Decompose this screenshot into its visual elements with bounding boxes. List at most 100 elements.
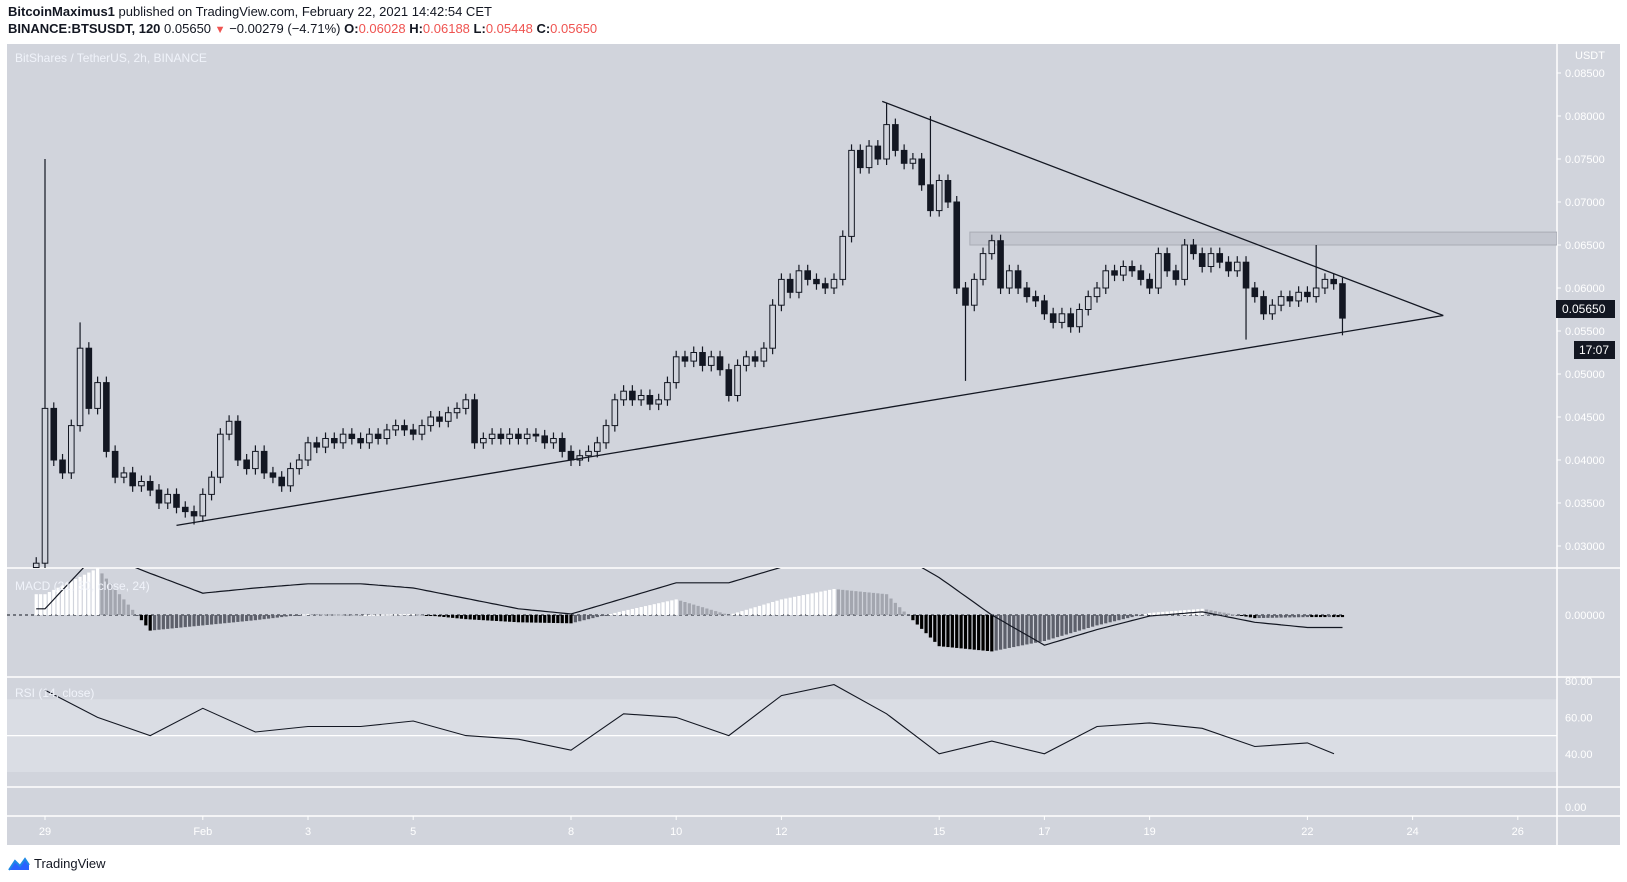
candle-body-down xyxy=(751,356,759,362)
macd-histogram-bar xyxy=(674,599,678,615)
macd-histogram-bar xyxy=(648,605,652,615)
candle-body-up xyxy=(760,347,768,362)
macd-histogram-bar xyxy=(906,615,911,616)
time-tick-label: 15 xyxy=(933,826,945,838)
candle xyxy=(1339,277,1346,336)
candle-body-up xyxy=(1102,270,1110,289)
macd-histogram-bar xyxy=(494,615,499,621)
candle xyxy=(295,453,303,475)
macd-histogram-bar xyxy=(60,585,65,615)
macd-histogram-bar xyxy=(643,606,648,615)
candle xyxy=(234,415,242,467)
candle-body-down xyxy=(1304,291,1311,298)
macd-histogram-bar xyxy=(1279,615,1283,618)
macd-histogram-bar xyxy=(78,576,82,615)
candle-body-up xyxy=(225,420,233,435)
macd-histogram-bar xyxy=(424,615,428,616)
candle xyxy=(41,159,49,568)
macd-histogram-bar xyxy=(687,603,691,615)
candle xyxy=(94,376,101,415)
candle xyxy=(383,423,391,445)
last-price: 0.05650 xyxy=(164,21,212,36)
price-tick-label: 0.03500 xyxy=(1565,498,1605,510)
candle-body-up xyxy=(1269,304,1276,315)
candle-body-up xyxy=(523,433,531,440)
candle-body-down xyxy=(103,382,110,452)
macd-histogram-bar xyxy=(806,594,810,615)
macd-histogram-bar xyxy=(858,591,862,615)
candle-body-down xyxy=(173,493,180,508)
candle-body-down xyxy=(59,459,66,474)
macd-histogram-bar xyxy=(661,602,665,615)
macd-histogram-bar xyxy=(1169,611,1174,615)
candle-body-up xyxy=(672,356,680,384)
macd-histogram-bar xyxy=(74,579,78,615)
macd-histogram-bar xyxy=(1148,612,1152,615)
macd-histogram-bar xyxy=(174,615,179,628)
candle-body-down xyxy=(716,356,724,371)
macd-histogram-bar xyxy=(604,615,608,616)
candle xyxy=(1163,247,1171,277)
macd-histogram-bar xyxy=(148,615,152,631)
candle-body-down xyxy=(918,158,925,186)
candle xyxy=(374,428,382,445)
macd-histogram-bar xyxy=(328,614,332,616)
price-tick-label: 0.06000 xyxy=(1565,283,1605,295)
candle xyxy=(1242,256,1250,340)
macd-histogram-bar xyxy=(1082,615,1086,630)
macd-histogram-bar xyxy=(96,568,100,615)
candle-body-up xyxy=(1058,313,1066,323)
macd-histogram-bar xyxy=(170,615,174,629)
macd-histogram-bar xyxy=(306,613,310,615)
time-tick-label: Feb xyxy=(193,826,212,838)
author-name[interactable]: BitcoinMaximus1 xyxy=(8,4,115,19)
candle-body-up xyxy=(1076,309,1083,328)
low-label: L: xyxy=(473,21,486,36)
candle xyxy=(944,174,952,209)
macd-histogram-bar xyxy=(937,615,941,647)
candle-body-down xyxy=(1041,300,1048,315)
candle xyxy=(138,475,145,492)
candle xyxy=(865,140,873,174)
triangle-down-icon: ▼ xyxy=(214,24,226,36)
tradingview-logo[interactable]: TradingView xyxy=(8,856,106,871)
macd-histogram-bar xyxy=(240,615,244,622)
macd-histogram-bar xyxy=(1152,612,1156,615)
candle-body-up xyxy=(734,364,741,396)
macd-histogram-bar xyxy=(65,583,69,615)
support-trendline[interactable] xyxy=(176,314,1444,527)
candle xyxy=(839,230,847,286)
macd-histogram-bar xyxy=(722,613,727,615)
macd-histogram-bar xyxy=(201,615,205,626)
candle-body-up xyxy=(462,399,470,409)
candle-body-down xyxy=(997,240,1004,289)
candle-body-down xyxy=(243,459,250,470)
low-value: 0.05448 xyxy=(485,21,533,36)
macd-histogram-bar xyxy=(1253,615,1257,619)
time-tick-label: 8 xyxy=(568,826,574,838)
time-tick-label: 22 xyxy=(1301,826,1313,838)
candle-body-up xyxy=(637,395,645,401)
macd-histogram-bar xyxy=(157,615,161,630)
candle-body-up xyxy=(1233,261,1241,272)
macd-histogram-bar xyxy=(359,615,363,616)
macd-histogram-bar xyxy=(56,587,60,615)
rsi-zero-label: 0.00 xyxy=(1565,802,1586,814)
macd-histogram-bar xyxy=(411,613,415,615)
macd-histogram-bar xyxy=(341,614,345,616)
symbol-label: BINANCE:BTSUSDT, 120 xyxy=(8,21,161,36)
candle xyxy=(1137,264,1145,286)
candle xyxy=(1128,260,1136,277)
macd-histogram-bar xyxy=(613,612,617,615)
macd-histogram-bar xyxy=(1165,611,1169,615)
resistance-trendline[interactable] xyxy=(881,100,1444,317)
trendlines[interactable] xyxy=(176,100,1444,527)
candle-body-down xyxy=(629,390,636,401)
candle-body-up xyxy=(707,356,715,366)
candle xyxy=(488,428,496,445)
candle-body-up xyxy=(76,347,84,427)
open-label: O: xyxy=(344,21,359,36)
candle xyxy=(918,152,925,191)
candle xyxy=(532,428,540,442)
